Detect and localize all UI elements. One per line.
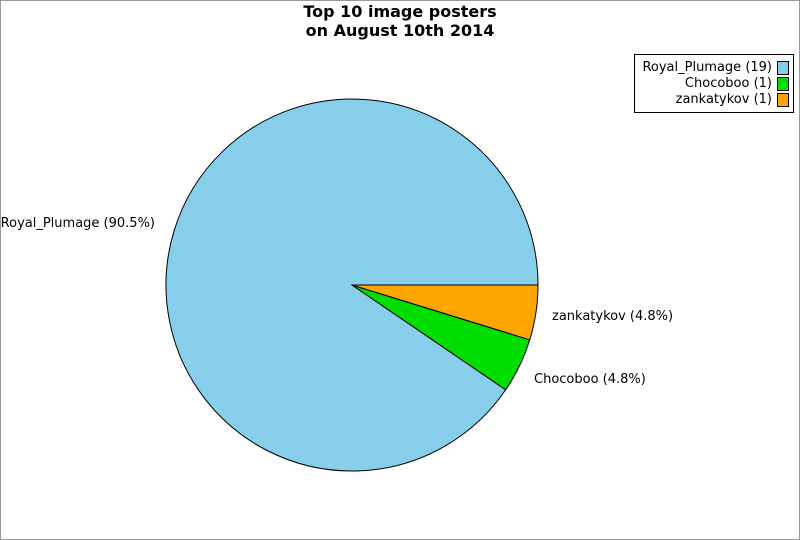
legend-item-royal-plumage: Royal_Plumage (19) (639, 60, 789, 75)
legend-item-zankatykov: zankatykov (1) (639, 92, 789, 107)
legend-label-chocoboo: Chocoboo (1) (684, 76, 772, 91)
chart-title: Top 10 image posters on August 10th 2014 (1, 2, 799, 40)
slice-label-chocoboo: Chocoboo (4.8%) (534, 372, 646, 387)
chart-title-line2: on August 10th 2014 (305, 21, 495, 40)
legend-label-zankatykov: zankatykov (1) (675, 92, 772, 107)
pie-slice-zankatykov (351, 284, 539, 341)
legend-label-royal-plumage: Royal_Plumage (19) (642, 60, 772, 75)
chart-title-line1: Top 10 image posters (303, 2, 497, 21)
legend-item-chocoboo: Chocoboo (1) (639, 76, 789, 91)
legend-swatch-zankatykov (777, 92, 789, 107)
slice-label-zankatykov: zankatykov (4.8%) (552, 309, 674, 324)
legend-swatch-royal-plumage (777, 60, 789, 75)
legend: Royal_Plumage (19) Chocoboo (1) zankatyk… (634, 54, 794, 113)
slice-label-royal-plumage: Royal_Plumage (90.5%) (0, 216, 155, 231)
legend-swatch-chocoboo (777, 76, 789, 91)
